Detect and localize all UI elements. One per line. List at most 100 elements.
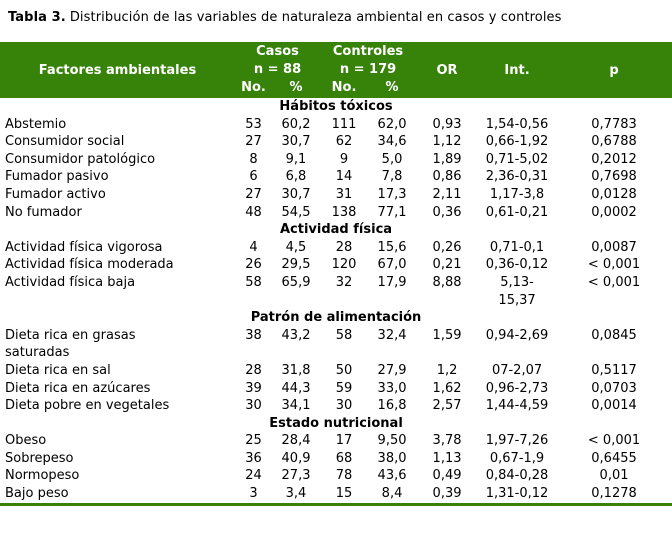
table-row: Bajo peso 3 3,4 15 8,4 0,39 1,31-0,12 0,… — [0, 485, 672, 504]
header-casos-pct: % — [272, 79, 321, 98]
controles-pct-cell: 34,6 — [377, 134, 407, 150]
casos-pct-cell: 3,4 — [285, 486, 307, 502]
p-cell: 0,6788 — [591, 134, 637, 150]
controles-pct-cell: 32,4 — [377, 327, 407, 343]
casos-pct-cell: 9,1 — [285, 151, 307, 167]
section-title: Patrón de alimentación — [250, 310, 422, 326]
or-cell: 8,88 — [432, 274, 462, 290]
casos-no-cell: 26 — [245, 257, 262, 273]
factor-label-cell: Dieta pobre en vegetales — [5, 398, 170, 414]
table-row: Dieta rica en grasas saturadas 38 43,2 5… — [0, 327, 672, 362]
p-cell: 0,1278 — [591, 486, 637, 502]
controles-no-cell: 28 — [335, 239, 353, 255]
casos-pct-cell: 54,5 — [281, 204, 311, 220]
or-cell: 1,12 — [432, 134, 462, 150]
controles-pct-cell: 16,8 — [377, 398, 407, 414]
int-cell: 1,97-7,26 — [485, 433, 549, 449]
casos-pct-cell: 30,7 — [281, 134, 311, 150]
casos-no-cell: 8 — [249, 151, 258, 167]
controles-pct-cell: 15,6 — [377, 239, 407, 255]
casos-no-cell: 48 — [245, 204, 262, 220]
header-casos: Casos — [235, 42, 321, 61]
casos-pct-cell: 28,4 — [281, 433, 311, 449]
casos-no-cell: 28 — [245, 362, 262, 378]
table-row: Actividad física moderada 26 29,5 120 67… — [0, 256, 672, 274]
controles-no-cell: 120 — [331, 257, 357, 273]
controles-pct-cell: 77,1 — [377, 204, 407, 220]
controles-no-cell: 14 — [335, 169, 353, 185]
controles-pct-cell: 38,0 — [377, 450, 407, 466]
int-cell: 0,94-2,69 — [485, 327, 549, 343]
table-caption-label: Tabla 3. — [8, 10, 66, 25]
p-cell: 0,6455 — [591, 450, 637, 466]
factor-label-cell: Abstemio — [5, 116, 67, 132]
p-cell: < 0,001 — [587, 274, 641, 290]
factor-label-cell: Bajo peso — [5, 486, 69, 502]
controles-pct-cell: 62,0 — [377, 116, 407, 132]
table-row: Consumidor patológico 8 9,1 9 5,0 1,89 0… — [0, 151, 672, 169]
casos-no-cell: 36 — [245, 450, 262, 466]
casos-pct-cell: 30,7 — [281, 186, 311, 202]
table-row: Actividad física baja 58 65,9 32 17,9 8,… — [0, 274, 672, 309]
casos-no-cell: 25 — [245, 433, 262, 449]
controles-pct-cell: 9,50 — [377, 433, 407, 449]
or-cell: 1,89 — [432, 151, 462, 167]
controles-pct-cell: 17,9 — [377, 274, 407, 290]
controles-pct-cell: 8,4 — [381, 486, 403, 502]
table-header: Factores ambientales Casos Controles OR … — [0, 42, 672, 98]
int-cell: 0,66-1,92 — [485, 134, 549, 150]
controles-no-cell: 138 — [331, 204, 357, 220]
p-cell: 0,0845 — [591, 327, 637, 343]
p-cell: 0,0087 — [591, 239, 637, 255]
controles-no-cell: 62 — [335, 134, 353, 150]
factor-label-cell: Actividad física moderada — [5, 257, 174, 273]
p-cell: < 0,001 — [587, 433, 641, 449]
casos-pct-cell: 6,8 — [285, 169, 307, 185]
factor-label-cell: Fumador activo — [5, 186, 106, 202]
casos-pct-cell: 27,3 — [281, 468, 311, 484]
header-casos-no: No. — [235, 79, 272, 98]
controles-no-cell: 32 — [335, 274, 353, 290]
casos-no-cell: 3 — [249, 486, 258, 502]
p-cell: 0,7783 — [591, 116, 637, 132]
casos-no-cell: 30 — [245, 398, 262, 414]
casos-pct-cell: 43,2 — [281, 327, 311, 343]
controles-no-cell: 111 — [331, 116, 357, 132]
casos-pct-cell: 29,5 — [281, 257, 311, 273]
data-table: Factores ambientales Casos Controles OR … — [0, 42, 672, 506]
controles-no-cell: 31 — [335, 186, 353, 202]
casos-pct-cell: 31,8 — [281, 362, 311, 378]
controles-pct-cell: 27,9 — [377, 362, 407, 378]
int-cell: 0,71-5,02 — [485, 151, 549, 167]
header-p: p — [556, 42, 672, 98]
table-row: Sobrepeso 36 40,9 68 38,0 1,13 0,67-1,9 … — [0, 450, 672, 468]
or-cell: 0,26 — [432, 239, 462, 255]
controles-no-cell: 30 — [335, 398, 353, 414]
controles-no-cell: 17 — [335, 433, 353, 449]
factor-label-cell: Dieta rica en sal — [5, 362, 111, 378]
int-cell: 1,31-0,12 — [485, 486, 549, 502]
factor-label-cell: Dieta rica en grasas saturadas — [5, 327, 136, 361]
section-header: Patrón de alimentación — [0, 309, 672, 327]
table-row: No fumador 48 54,5 138 77,1 0,36 0,61-0,… — [0, 204, 672, 222]
table-row: Fumador pasivo 6 6,8 14 7,8 0,86 2,36-0,… — [0, 168, 672, 186]
p-cell: 0,01 — [599, 468, 629, 484]
table-row: Consumidor social 27 30,7 62 34,6 1,12 0… — [0, 133, 672, 151]
header-factores: Factores ambientales — [0, 42, 235, 98]
table-caption-text: Distribución de las variables de natural… — [69, 10, 562, 25]
factor-label-cell: Normopeso — [5, 468, 80, 484]
header-int: Int. — [478, 42, 557, 98]
int-cell: 0,84-0,28 — [485, 468, 549, 484]
or-cell: 3,78 — [432, 433, 462, 449]
casos-pct-cell: 60,2 — [281, 116, 311, 132]
p-cell: 0,5117 — [591, 362, 637, 378]
p-cell: 0,0703 — [591, 380, 637, 396]
int-cell: 1,17-3,8 — [489, 186, 545, 202]
casos-no-cell: 53 — [245, 116, 262, 132]
int-cell: 1,54-0,56 — [485, 116, 549, 132]
controles-pct-cell: 33,0 — [377, 380, 407, 396]
section-title: Hábitos tóxicos — [279, 99, 393, 114]
table-caption: Tabla 3. Distribución de las variables de… — [0, 0, 672, 26]
casos-no-cell: 4 — [249, 239, 258, 255]
